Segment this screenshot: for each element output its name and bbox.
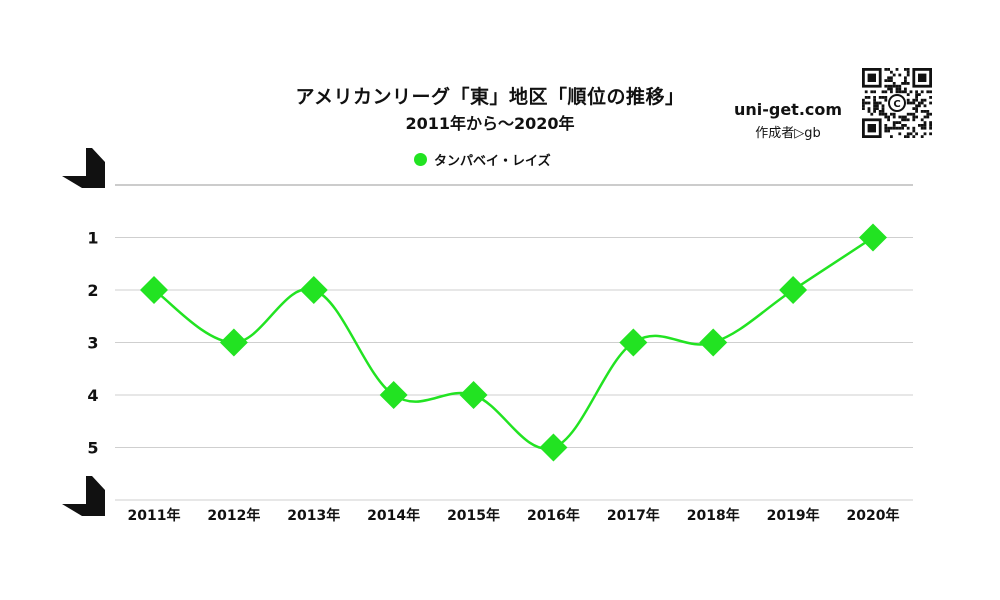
data-point <box>299 276 328 304</box>
svg-text:C: C <box>893 99 900 110</box>
x-tick-label: 2016年 <box>527 507 580 524</box>
y-tick-label: 4 <box>87 386 98 405</box>
x-tick-label: 2018年 <box>687 507 740 524</box>
x-tick-label: 2017年 <box>607 507 660 524</box>
data-point <box>779 276 808 304</box>
y-tick-label: 2 <box>87 281 98 300</box>
legend-label: タンパベイ・レイズ <box>434 154 551 169</box>
qr-code-icon: C <box>862 68 932 138</box>
data-point <box>140 276 168 304</box>
x-tick-label: 2011年 <box>128 507 181 524</box>
x-tick-label: 2012年 <box>207 507 260 524</box>
author-credit: 作成者▷gb <box>755 126 821 141</box>
data-point <box>459 381 488 409</box>
site-name: uni-get.com <box>733 100 843 119</box>
legend: タンパベイ・レイズ <box>414 150 551 169</box>
axis-break-cutout <box>62 476 86 504</box>
data-point <box>859 223 887 252</box>
axis-break-cutout <box>62 148 86 176</box>
x-tick-label: 2015年 <box>447 507 500 524</box>
legend-marker <box>414 153 427 166</box>
chart-title: アメリカンリーグ「東」地区「順位の推移」 <box>295 86 685 108</box>
x-tick-label: 2020年 <box>847 507 900 524</box>
y-tick-label: 1 <box>87 229 98 248</box>
data-point <box>539 433 568 462</box>
y-tick-label: 3 <box>87 334 98 353</box>
x-tick-label: 2019年 <box>767 507 820 524</box>
x-tick-label: 2014年 <box>367 507 420 524</box>
y-tick-label: 5 <box>87 439 98 458</box>
series-line <box>153 236 874 450</box>
data-point <box>219 328 248 357</box>
data-point <box>699 328 728 357</box>
chart-subtitle: 2011年から～2020年 <box>405 114 575 133</box>
data-point <box>379 381 408 409</box>
data-point <box>619 328 648 357</box>
x-tick-label: 2013年 <box>287 507 340 524</box>
